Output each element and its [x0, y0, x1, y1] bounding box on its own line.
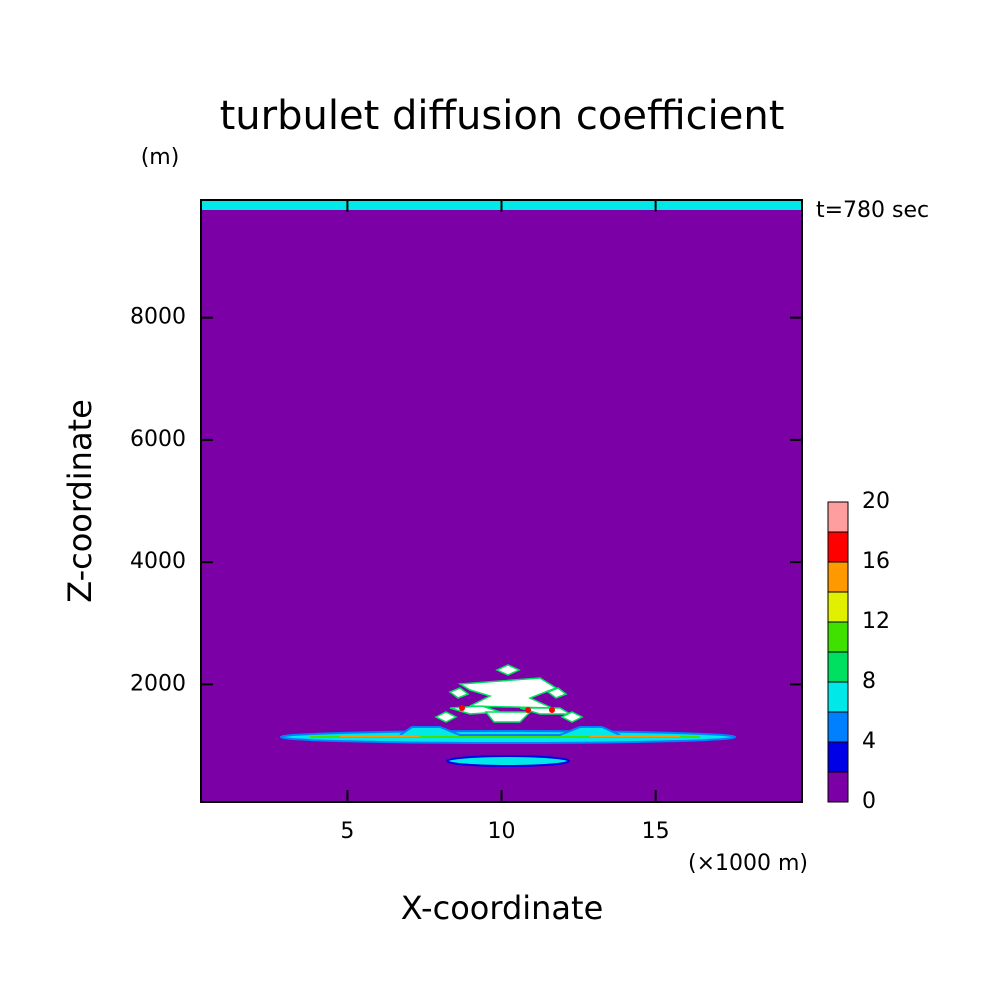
x-tick-label: 5 [340, 819, 354, 844]
colorbar-box [827, 741, 849, 773]
red-spots [459, 705, 555, 713]
colorbar-label: 0 [862, 789, 876, 814]
time-annotation: t=780 sec [816, 198, 929, 223]
y-axis-label: Z-coordinate [61, 399, 99, 603]
white-patches [434, 664, 584, 723]
colorbar-label: 20 [862, 489, 890, 514]
colorbar-box [827, 621, 849, 653]
chart-title: turbulet diffusion coefficient [220, 93, 785, 139]
x-axis-label: X-coordinate [401, 889, 604, 927]
x-unit: (×1000 m) [688, 851, 808, 876]
colorbar-box [827, 561, 849, 593]
y-tick-label: 8000 [130, 305, 186, 330]
colorbar-label: 8 [862, 669, 876, 694]
x-tick-label: 15 [642, 819, 670, 844]
colorbar-label: 16 [862, 549, 890, 574]
y-unit: (m) [141, 145, 180, 170]
x-tick-label: 10 [488, 819, 516, 844]
colorbar-box [827, 651, 849, 683]
lower-cell [446, 755, 570, 767]
y-tick-label: 4000 [130, 549, 186, 574]
y-tick-label: 2000 [130, 671, 186, 696]
colorbar-label: 12 [862, 609, 890, 634]
colorbar-box [827, 771, 849, 803]
colorbar-box [827, 681, 849, 713]
colorbar-box [827, 591, 849, 623]
y-tick-label: 6000 [130, 427, 186, 452]
colorbar-box [827, 501, 849, 533]
colorbar-label: 4 [862, 729, 876, 754]
shear-bump [399, 726, 621, 736]
colorbar-box [827, 531, 849, 563]
colorbar-box [827, 711, 849, 743]
